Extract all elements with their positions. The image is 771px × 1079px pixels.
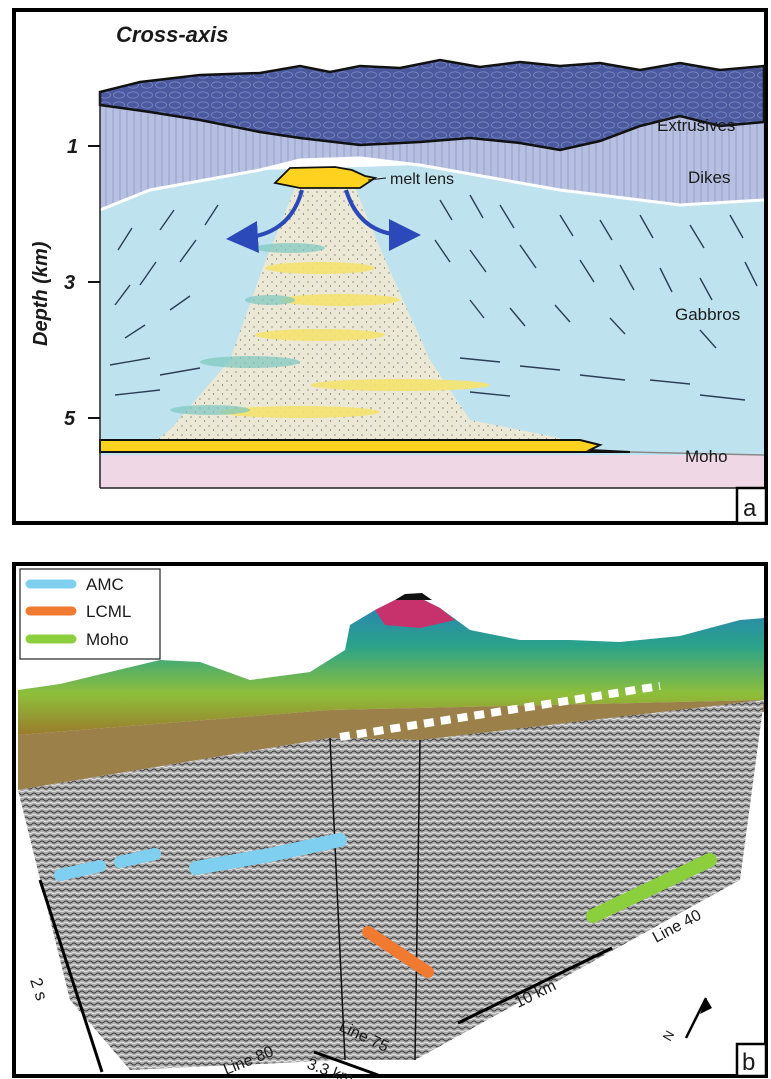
panel-a-letter: a: [743, 495, 757, 522]
depth-tick-label-3: 3: [64, 272, 75, 294]
seismic-face-line80: [18, 738, 345, 1070]
crystal-sills: [170, 243, 325, 415]
depth-tick-label-1: 1: [67, 136, 78, 158]
label-moho: Moho: [685, 447, 728, 466]
melt-column: [150, 188, 560, 445]
flow-arrow-left-icon: [226, 189, 304, 253]
amc-reflector-2: [114, 848, 161, 868]
moho-melt-sill: [99, 439, 631, 453]
scale-bar-10km: [457, 946, 613, 1025]
edge-line75-40: [414, 739, 421, 1061]
label-extrusives: Extrusives: [657, 116, 735, 135]
melt-lens-shape: [273, 166, 378, 189]
dike-gabbro-boundary: [99, 156, 765, 212]
moho-reflector: [586, 853, 717, 923]
panel-b: AMC LCML Moho 2 s 3.3 km 10 km Line 80 L…: [12, 562, 768, 1079]
edge-line80-75: [329, 737, 346, 1061]
panel-a-title: Cross-axis: [116, 22, 229, 47]
depth-tick-label-5: 5: [64, 408, 76, 430]
extrusives-layer: [98, 58, 766, 152]
amc-reflector-1: [54, 860, 106, 881]
label-gabbros: Gabbros: [675, 305, 740, 324]
legend-label-amc: AMC: [86, 575, 124, 594]
depth-axis-label: Depth (km): [30, 241, 52, 346]
panel-b-letter-box: [735, 1042, 768, 1078]
gabbro-fabric: [109, 194, 758, 401]
moho-line: [629, 451, 765, 456]
scale-bar-time: [38, 879, 104, 1073]
seismic-face-line75: [330, 738, 420, 1060]
amc-reflector-3: [189, 833, 347, 875]
panel-a-letter-box: [735, 486, 768, 525]
panel-a: Cross-axis 1 3 5 Depth (km) Extrusives D…: [12, 8, 768, 525]
label-melt-lens: melt lens: [390, 171, 454, 188]
legend-label-moho: Moho: [86, 630, 129, 649]
seamount-peak: [375, 598, 455, 628]
lcml-reflector: [362, 926, 434, 978]
melt-sills: [220, 262, 490, 418]
ridge-axis-dashed-line: [339, 682, 661, 741]
flow-arrow-right-icon: [344, 189, 421, 251]
panel-b-letter: b: [742, 1049, 755, 1076]
seismic-face-line40: [415, 700, 764, 1060]
legend-label-lcml: LCML: [86, 602, 131, 621]
scale-bar-3km: [313, 1050, 379, 1077]
melt-lens-leader: [367, 177, 387, 181]
seamount-summit: [395, 593, 432, 600]
label-dikes: Dikes: [688, 168, 731, 187]
